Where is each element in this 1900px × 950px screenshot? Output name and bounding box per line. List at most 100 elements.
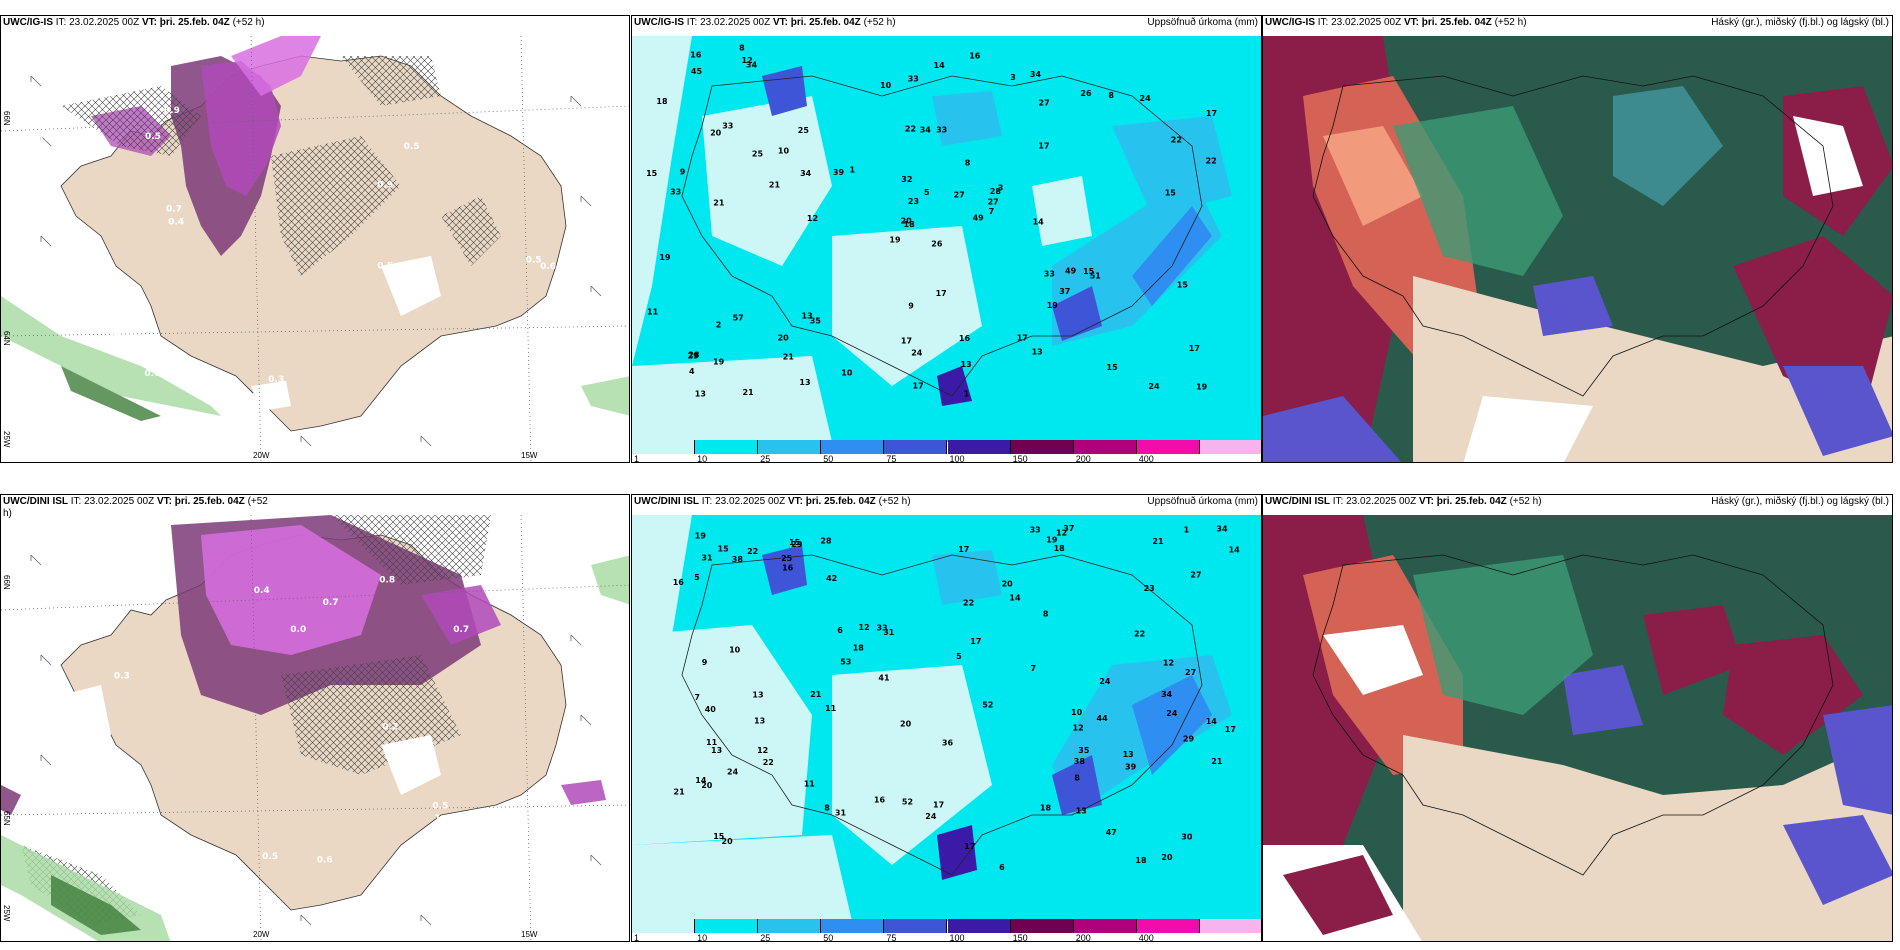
value-label: 17 (970, 637, 981, 646)
valid-time: VT: þri. 25.feb. 04Z (787, 496, 876, 507)
value-label: 52 (982, 701, 993, 710)
value-label: 30 (1181, 832, 1193, 841)
value-label: 16 (969, 51, 981, 60)
panel-title: UWC/IG-IS IT: 23.02.2025 00Z VT: þri. 25… (634, 17, 896, 29)
value-label: 19 (1196, 383, 1208, 392)
value-label: 26 (1080, 89, 1092, 98)
colorbar-tick-label: 200 (1075, 454, 1091, 463)
value-label: 13 (754, 717, 765, 726)
value-label: 14 (1009, 594, 1021, 603)
value-label: 31 (883, 628, 895, 637)
colorbar-swatch (947, 440, 1011, 454)
value-label: 5 (694, 573, 700, 582)
value-label: 13 (799, 378, 810, 387)
value-label: 24 (925, 812, 937, 821)
value-label: 21 (713, 199, 725, 208)
value-label: 17 (933, 801, 944, 810)
value-label: 33 (936, 125, 947, 134)
value-label: 22 (763, 758, 774, 767)
value-label: 12 (757, 746, 768, 755)
value-label: 9 (908, 302, 914, 311)
model-name: UWC/DINI ISL (1265, 496, 1330, 507)
value-label: 0.4 (168, 218, 184, 228)
value-label: 18 (853, 644, 865, 653)
value-label: 1 (850, 166, 856, 175)
value-label: 16 (690, 50, 702, 59)
value-label: 24 (1148, 382, 1160, 391)
value-label: 20 (701, 781, 713, 790)
value-label: 6 (837, 626, 843, 635)
colorbar-swatch (947, 919, 1011, 933)
colorbar-swatch (1073, 440, 1137, 454)
value-label: 19 (1047, 301, 1059, 310)
value-label: 7 (1031, 664, 1037, 673)
value-label: 8 (824, 803, 830, 812)
value-label: 24 (911, 348, 923, 357)
value-label: 20 (900, 720, 912, 729)
colorbar-tick-label: 25 (760, 454, 771, 463)
cloud-map (1263, 36, 1892, 462)
value-label: 12 (1056, 529, 1067, 538)
colorbar-swatch (1136, 440, 1200, 454)
value-label: 28 (688, 351, 700, 360)
value-label: 49 (973, 214, 985, 223)
precip-units-title: Uppsöfnuð úrkoma (mm) (1147, 496, 1258, 507)
value-label: 13 (802, 311, 813, 320)
init-time: IT: 23.02.2025 00Z (686, 17, 771, 28)
value-label: 17 (1017, 333, 1028, 342)
panel-title: UWC/DINI ISL IT: 23.02.2025 00Z VT: þri.… (1265, 496, 1542, 508)
value-label: 34 (1030, 70, 1042, 79)
value-label: 0.7 (166, 205, 182, 215)
value-label: 21 (1211, 757, 1223, 766)
value-label: 20 (1002, 580, 1014, 589)
cloud-legend-title: Háský (gr.), miðský (fj.bl.) og lágský (… (1711, 17, 1889, 28)
value-label: 33 (722, 121, 733, 130)
value-label: 13 (1123, 750, 1134, 759)
value-label: 28 (820, 537, 832, 546)
value-label: 34 (1216, 525, 1228, 534)
value-label: 17 (901, 337, 912, 346)
value-label: 44 (1097, 714, 1109, 723)
value-label: 22 (747, 547, 758, 556)
lead-time-cont: h) (3, 508, 12, 519)
panel-dini-cloud: UWC/DINI ISL IT: 23.02.2025 00Z VT: þri.… (1262, 494, 1893, 942)
lat-label-25w: 25W (2, 431, 11, 448)
value-label: 27 (1185, 668, 1196, 677)
colorbar-swatch (695, 440, 759, 454)
value-label: 16 (673, 578, 685, 587)
colorbar-swatch (1136, 919, 1200, 933)
value-label: 20 (1161, 853, 1173, 862)
precip-units-title: Uppsöfnuð úrkoma (mm) (1147, 17, 1258, 28)
value-label: 0.5 (145, 132, 161, 142)
value-label: 41 (878, 673, 890, 682)
lat-label-65n: 65N (2, 811, 11, 826)
value-label: 0.4 (37, 135, 53, 145)
value-label: 3 (998, 184, 1004, 193)
value-label: 0.7 (453, 625, 469, 635)
value-label: 17 (1225, 725, 1236, 734)
panel-dini-precip: UWC/DINI ISL IT: 23.02.2025 00Z VT: þri.… (631, 494, 1262, 942)
colorbar-tick-label: 200 (1075, 933, 1091, 942)
colorbar-tick-label: 400 (1138, 454, 1154, 463)
value-label: 24 (1166, 709, 1178, 718)
value-label: 17 (1189, 344, 1200, 353)
value-label: 22 (1206, 157, 1217, 166)
value-label: 38 (732, 555, 744, 564)
value-label: 17 (936, 289, 947, 298)
value-label: 21 (674, 788, 686, 797)
value-label: 12 (742, 56, 753, 65)
lat-label-25w: 25W (2, 905, 11, 922)
value-label: 15 (1107, 363, 1119, 372)
value-label: 27 (988, 197, 999, 206)
value-label: 0.7 (323, 598, 339, 608)
colorbar-swatch (1010, 440, 1074, 454)
value-label: 0.6 (540, 262, 556, 272)
value-label: 31 (835, 809, 847, 818)
value-label: 0.4 (254, 586, 270, 596)
colorbar-tick-label: 1 (634, 454, 640, 463)
init-time: IT: 23.02.2025 00Z (701, 496, 786, 507)
valid-time: VT: þri. 25.feb. 04Z (156, 496, 245, 507)
value-label: 13 (1032, 347, 1043, 356)
value-label: 10 (1071, 708, 1083, 717)
value-label: 27 (954, 191, 965, 200)
